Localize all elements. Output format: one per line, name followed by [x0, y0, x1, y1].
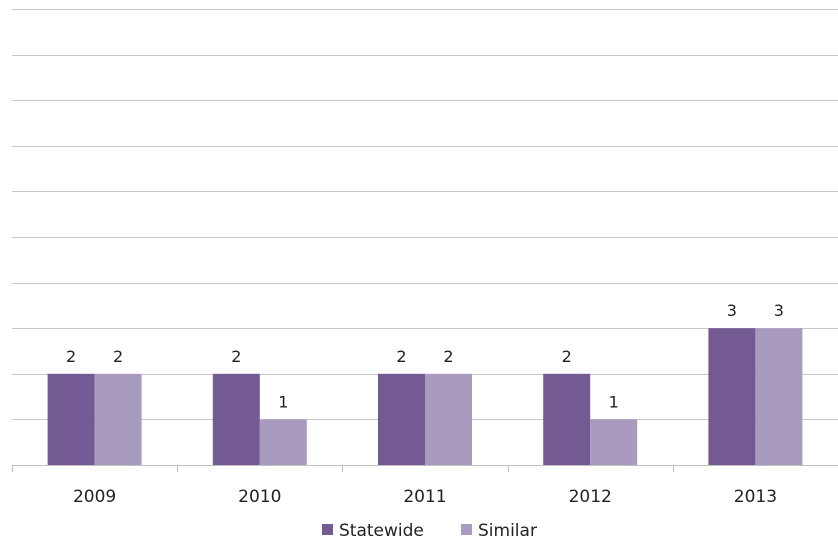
bar-similar-2009: [94, 373, 142, 465]
data-label-statewide-2011: 2: [396, 347, 406, 366]
legend-label-similar: Similar: [478, 521, 537, 541]
legend: Statewide Similar: [322, 521, 537, 541]
data-label-similar-2012: 1: [609, 392, 619, 411]
data-label-similar-2013: 3: [774, 301, 784, 320]
x-tick-label-2009: 2009: [73, 487, 116, 507]
bar-statewide-2010: [212, 373, 260, 465]
bar-statewide-2009: [47, 373, 95, 465]
bar-similar-2011: [425, 373, 472, 465]
bar-statewide-2013: [708, 328, 756, 465]
bar-similar-2010: [259, 419, 307, 465]
data-label-similar-2009: 2: [113, 347, 123, 366]
x-tick-label-2011: 2011: [403, 487, 446, 507]
bar-statewide-2012: [543, 373, 591, 465]
bar-statewide-2011: [378, 373, 425, 465]
bar-similar-2013: [755, 328, 803, 465]
data-label-statewide-2012: 2: [562, 347, 572, 366]
bars: [47, 328, 803, 465]
x-tick-label-2012: 2012: [569, 487, 612, 507]
legend-swatch-similar: [461, 524, 472, 535]
data-label-similar-2011: 2: [443, 347, 453, 366]
x-tick-label-2010: 2010: [238, 487, 281, 507]
data-label-statewide-2010: 2: [231, 347, 241, 366]
data-label-statewide-2009: 2: [66, 347, 76, 366]
data-label-statewide-2013: 3: [727, 301, 737, 320]
legend-label-statewide: Statewide: [339, 521, 424, 541]
legend-swatch-statewide: [322, 524, 333, 535]
bar-similar-2012: [590, 419, 638, 465]
x-tick-label-2013: 2013: [734, 487, 777, 507]
data-label-similar-2010: 1: [278, 392, 288, 411]
x-axis: 2009 2010 2011 2012 2013: [12, 465, 838, 507]
gridlines: [12, 9, 838, 420]
data-labels: 2 2 2 1 2 2 2 1 3 3: [66, 301, 784, 411]
